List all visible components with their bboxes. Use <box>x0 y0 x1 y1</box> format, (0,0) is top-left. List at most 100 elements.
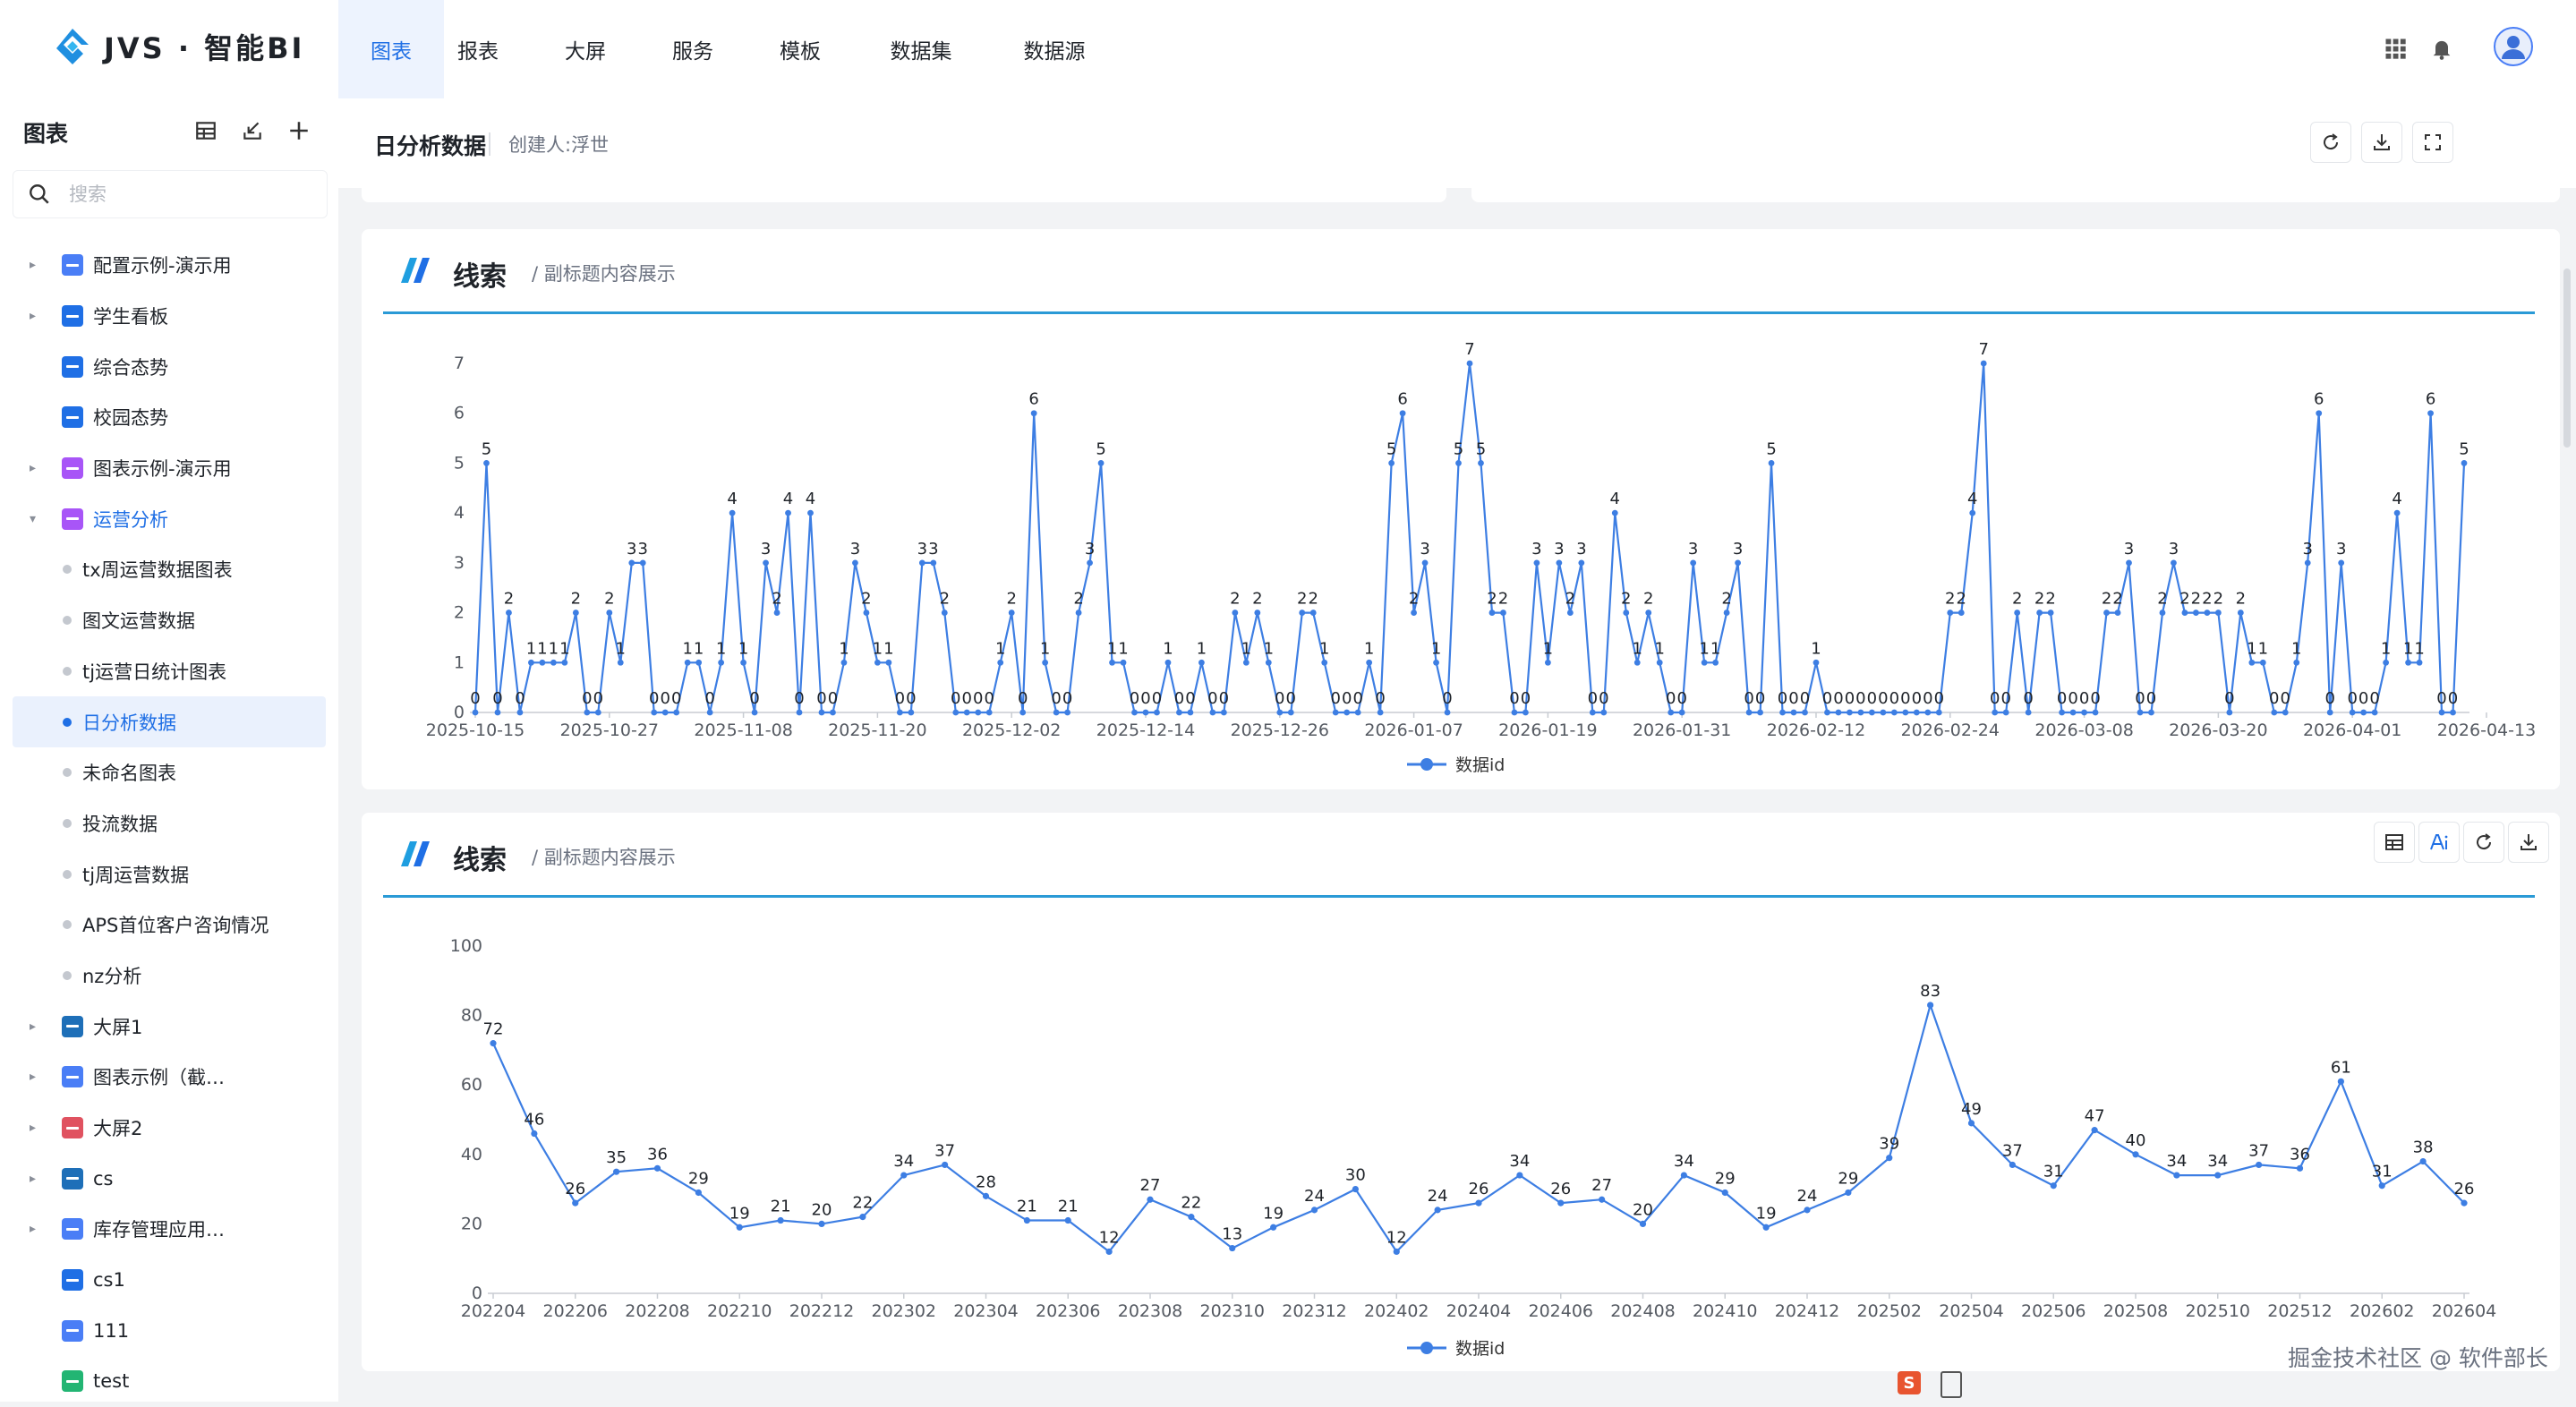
data-point <box>1232 610 1239 616</box>
tree-folder-item[interactable]: ▸ 图表示例（截… <box>0 1052 338 1103</box>
add-button[interactable] <box>283 115 315 147</box>
scan-icon[interactable] <box>1941 1371 1962 1398</box>
data-point <box>1332 709 1339 716</box>
bullet-icon <box>63 666 72 676</box>
logo-icon <box>56 29 89 64</box>
nav-tab[interactable]: 大屏 <box>565 40 606 64</box>
tree-folder-item[interactable]: 111 <box>0 1305 338 1356</box>
data-point <box>736 1224 743 1231</box>
data-label: 0 <box>2079 689 2089 708</box>
data-point <box>1600 709 1608 716</box>
tree-folder-item[interactable]: ▸ 学生看板 <box>0 291 338 342</box>
nav-tab[interactable]: 服务 <box>672 40 713 64</box>
data-point <box>2091 1127 2098 1134</box>
tree-folder-item[interactable]: 综合态势 <box>0 341 338 392</box>
nav-tab[interactable]: 图表 <box>338 0 444 98</box>
data-point <box>1556 559 1563 567</box>
tree-folder-item[interactable]: cs1 <box>0 1255 338 1306</box>
data-label: 27 <box>1591 1176 1612 1195</box>
x-tick-label: 202602 <box>2350 1301 2415 1321</box>
tree-item-label: cs1 <box>93 1269 125 1292</box>
data-point <box>1393 1248 1400 1256</box>
chevron-right-icon[interactable]: ▸ <box>30 1070 37 1085</box>
tree-folder-item[interactable]: ▸ 大屏2 <box>0 1103 338 1154</box>
data-point <box>516 709 524 716</box>
chevron-right-icon[interactable]: ▸ <box>30 1121 37 1136</box>
data-label: 0 <box>1744 689 1753 708</box>
data-point <box>506 610 512 616</box>
chevron-right-icon[interactable]: ▸ <box>30 1171 37 1186</box>
page-scrollbar[interactable] <box>2563 269 2571 448</box>
data-label: 3 <box>1554 540 1564 559</box>
chevron-right-icon[interactable]: ▸ <box>30 461 37 476</box>
data-label: 38 <box>2413 1138 2434 1157</box>
data-label: 1 <box>873 639 883 658</box>
data-label: 31 <box>2043 1163 2064 1181</box>
partial-card-right <box>1471 188 2560 202</box>
card-title: 线索 <box>453 261 507 293</box>
sidebar-search[interactable] <box>13 170 328 218</box>
chevron-right-icon[interactable]: ▸ <box>30 1019 37 1034</box>
tree-leaf-item[interactable]: 日分析数据 <box>13 696 326 747</box>
data-label: 0 <box>1900 689 1910 708</box>
nav-tab[interactable]: 模板 <box>780 40 821 64</box>
search-input[interactable] <box>67 183 303 206</box>
x-tick-label: 202506 <box>2021 1301 2086 1321</box>
user-avatar[interactable] <box>2494 27 2533 66</box>
tree-leaf-item[interactable]: nz分析 <box>0 951 338 1002</box>
tree-leaf-item[interactable]: 未命名图表 <box>0 747 338 798</box>
data-label: 19 <box>729 1204 750 1223</box>
data-label: 0 <box>1599 689 1608 708</box>
data-point <box>2349 709 2356 716</box>
tree-folder-item[interactable]: 校园态势 <box>0 392 338 443</box>
tree-leaf-item[interactable]: 图文运营数据 <box>0 595 338 646</box>
notifications-button[interactable] <box>2427 34 2456 63</box>
nav-tab[interactable]: 报表 <box>457 40 499 64</box>
refresh-button[interactable] <box>2310 122 2351 163</box>
data-label: 1 <box>2414 639 2424 658</box>
app-logo[interactable]: JVS · 智能BI <box>52 25 304 68</box>
x-tick-label: 2026-01-31 <box>1633 721 1731 740</box>
tree-leaf-item[interactable]: 投流数据 <box>0 798 338 849</box>
tree-folder-item[interactable]: ▸ 配置示例-演示用 <box>0 240 338 291</box>
nav-tab[interactable]: 数据源 <box>1023 40 1086 64</box>
data-point <box>2126 559 2132 567</box>
tree-folder-item[interactable]: ▸ 库存管理应用… <box>0 1204 338 1255</box>
input-method-icon[interactable]: S <box>1898 1371 1921 1394</box>
tree-folder-item[interactable]: test <box>0 1356 338 1407</box>
data-point <box>818 1220 825 1227</box>
card-table-button[interactable] <box>2374 822 2415 863</box>
fullscreen-button[interactable] <box>2412 122 2453 163</box>
chevron-down-icon[interactable]: ▾ <box>30 511 37 526</box>
tree-leaf-item[interactable]: APS首位客户咨询情况 <box>0 900 338 951</box>
tree-leaf-item[interactable]: tx周运营数据图表 <box>0 544 338 595</box>
data-label: 4 <box>1967 490 1977 508</box>
data-point <box>874 659 881 666</box>
chevron-right-icon[interactable]: ▸ <box>30 1222 37 1237</box>
card-ai-button[interactable] <box>2418 822 2460 863</box>
data-point <box>1187 709 1194 716</box>
data-point <box>1927 1002 1934 1009</box>
tree-leaf-item[interactable]: tj周运营数据 <box>0 848 338 900</box>
import-button[interactable] <box>236 115 269 147</box>
download-button[interactable] <box>2361 122 2402 163</box>
data-point <box>1198 659 1205 666</box>
table-view-button[interactable] <box>190 115 222 147</box>
apps-button[interactable] <box>2381 34 2410 63</box>
card-refresh-button[interactable] <box>2463 822 2504 863</box>
data-label: 0 <box>2068 689 2077 708</box>
data-label: 1 <box>2247 639 2256 658</box>
card-download-button[interactable] <box>2508 822 2549 863</box>
y-tick-label: 1 <box>454 652 465 672</box>
chevron-right-icon[interactable]: ▸ <box>30 258 37 273</box>
tree-folder-item[interactable]: ▸ 图表示例-演示用 <box>0 443 338 494</box>
chevron-right-icon[interactable]: ▸ <box>30 309 37 324</box>
data-label: 0 <box>1062 689 1072 708</box>
tree-folder-item[interactable]: ▾ 运营分析 <box>0 493 338 544</box>
data-label: 5 <box>1454 439 1463 458</box>
tree-leaf-item[interactable]: tj运营日统计图表 <box>0 646 338 697</box>
data-label: 2 <box>504 590 514 609</box>
tree-folder-item[interactable]: ▸ 大屏1 <box>0 1001 338 1052</box>
tree-folder-item[interactable]: ▸ cs <box>0 1153 338 1204</box>
nav-tab[interactable]: 数据集 <box>890 40 952 64</box>
